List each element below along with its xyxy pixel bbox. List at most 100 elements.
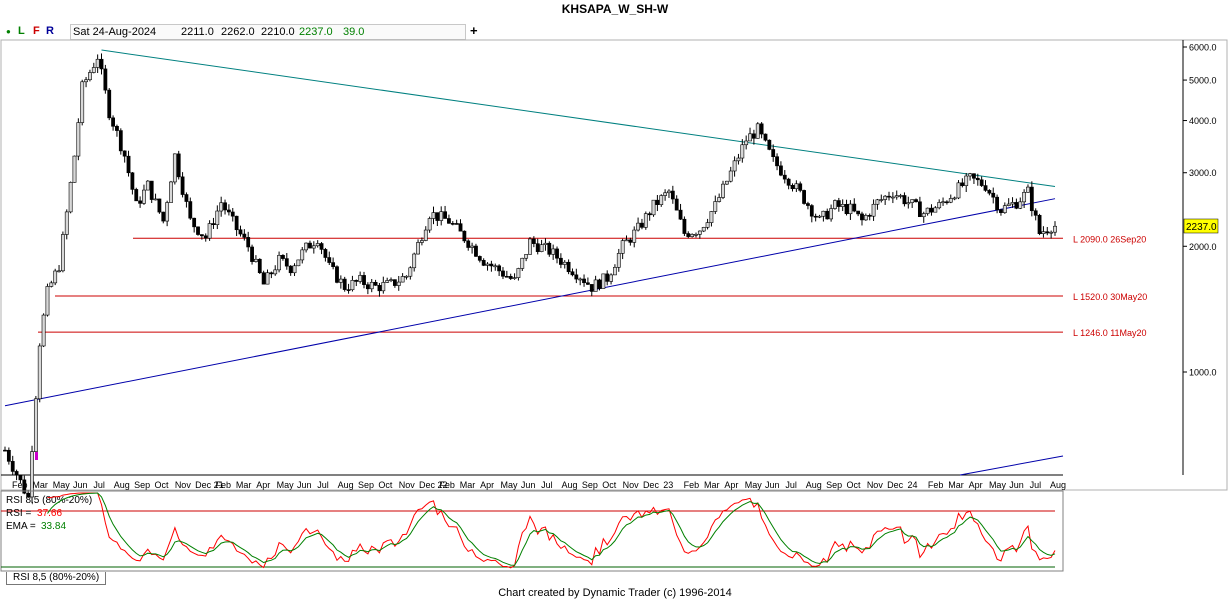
tab-rsi[interactable]: RSI 8,5 (80%-20%) <box>6 572 107 585</box>
status-dot-icon[interactable]: ● <box>6 27 11 36</box>
y-tick-label: 5000.0 <box>1189 76 1217 86</box>
candle-up <box>528 238 532 255</box>
x-axis-label: Apr <box>480 480 494 490</box>
candle-down <box>508 276 513 279</box>
x-axis-label: May <box>500 480 518 490</box>
candle-up <box>821 210 826 217</box>
candle-down <box>196 226 200 235</box>
ema-readout-value: 33.84 <box>41 521 66 532</box>
candle-up <box>593 279 598 292</box>
x-axis-label: Sep <box>134 480 150 490</box>
candle-down <box>22 479 27 494</box>
candle-down <box>234 215 239 231</box>
candle-down <box>991 192 996 198</box>
x-axis-label: Nov <box>175 480 192 490</box>
candle-down <box>975 177 980 181</box>
candle-down <box>362 275 366 285</box>
candle-down <box>122 150 127 157</box>
candle-down <box>813 215 818 218</box>
candle-up <box>396 281 401 286</box>
x-axis-label: Aug <box>1050 480 1066 490</box>
candle-down <box>342 278 347 290</box>
x-axis-label: Dec <box>887 480 904 490</box>
x-axis-label: Jul <box>93 480 105 490</box>
candle-up <box>941 201 945 204</box>
candle-down <box>176 153 181 178</box>
candle-down <box>354 280 359 282</box>
candle-up <box>88 72 92 81</box>
candle-up <box>736 157 741 162</box>
candle-up <box>964 175 969 186</box>
candle-up <box>30 451 34 498</box>
candle-down <box>751 133 756 139</box>
candle-down <box>188 201 193 219</box>
candle-up <box>863 215 868 221</box>
candle-up <box>1041 231 1046 234</box>
candle-up <box>651 199 656 216</box>
candle-up <box>37 345 42 400</box>
candle-up <box>879 199 884 201</box>
current-price-label: 2237.0 <box>1186 222 1217 233</box>
candle-up <box>1002 205 1007 213</box>
price-panel-border <box>0 39 1228 491</box>
candle-down <box>798 183 803 191</box>
candle-down <box>149 180 154 200</box>
line-button[interactable]: L <box>18 25 25 37</box>
candle-up <box>933 207 938 213</box>
candle-up <box>890 196 895 199</box>
x-axis-label: Feb <box>12 480 28 490</box>
candle-up <box>833 200 837 209</box>
candle-up <box>871 203 876 217</box>
candle-up <box>381 282 386 292</box>
candle-up <box>292 265 297 274</box>
candle-up <box>744 140 749 146</box>
candle-up <box>1026 186 1030 193</box>
candle-down <box>3 449 7 452</box>
trendline-ascending <box>4 198 1056 407</box>
candle-up <box>875 199 880 205</box>
fib-button[interactable]: F <box>33 25 40 37</box>
candle-up <box>400 276 405 283</box>
candle-up <box>165 202 170 222</box>
x-axis-label: Apr <box>256 480 270 490</box>
candle-up <box>910 199 915 203</box>
reset-button[interactable]: R <box>46 25 54 37</box>
candle-up <box>1049 231 1054 234</box>
candle-down <box>99 58 104 70</box>
add-icon[interactable]: + <box>470 23 478 38</box>
candle-down <box>759 123 764 135</box>
candle-up <box>721 183 725 198</box>
candle-down <box>474 245 478 257</box>
candle-up <box>431 212 436 219</box>
candle-down <box>269 272 274 275</box>
marker-icon <box>35 452 38 460</box>
candle-down <box>806 203 810 206</box>
trendline-lower <box>959 455 1064 476</box>
rsi-series-line <box>47 492 1056 569</box>
candle-down <box>14 471 19 476</box>
candles <box>3 53 1057 504</box>
candle-down <box>111 117 115 127</box>
candle-down <box>983 185 988 191</box>
candle-down <box>558 257 563 265</box>
x-axis-label: Sep <box>826 480 842 490</box>
candle-down <box>763 133 768 141</box>
candle-up <box>906 202 911 205</box>
x-axis-label: Feb <box>928 480 944 490</box>
rsi-title: RSI 8,5 (80%-20%) <box>6 495 92 506</box>
candle-down <box>802 190 806 204</box>
candle-down <box>555 248 559 259</box>
support-line-label: L 1520.0 30May20 <box>1073 292 1147 302</box>
candle-up <box>898 195 903 197</box>
candle-down <box>655 199 660 205</box>
candle-up <box>709 211 714 223</box>
candle-up <box>968 173 972 177</box>
candle-down <box>535 243 540 252</box>
candle-up <box>1006 203 1011 206</box>
candle-up <box>562 261 567 265</box>
x-axis-label: Oct <box>154 480 169 490</box>
candle-up <box>516 268 521 278</box>
candle-up <box>142 189 146 204</box>
candle-up <box>57 270 61 273</box>
